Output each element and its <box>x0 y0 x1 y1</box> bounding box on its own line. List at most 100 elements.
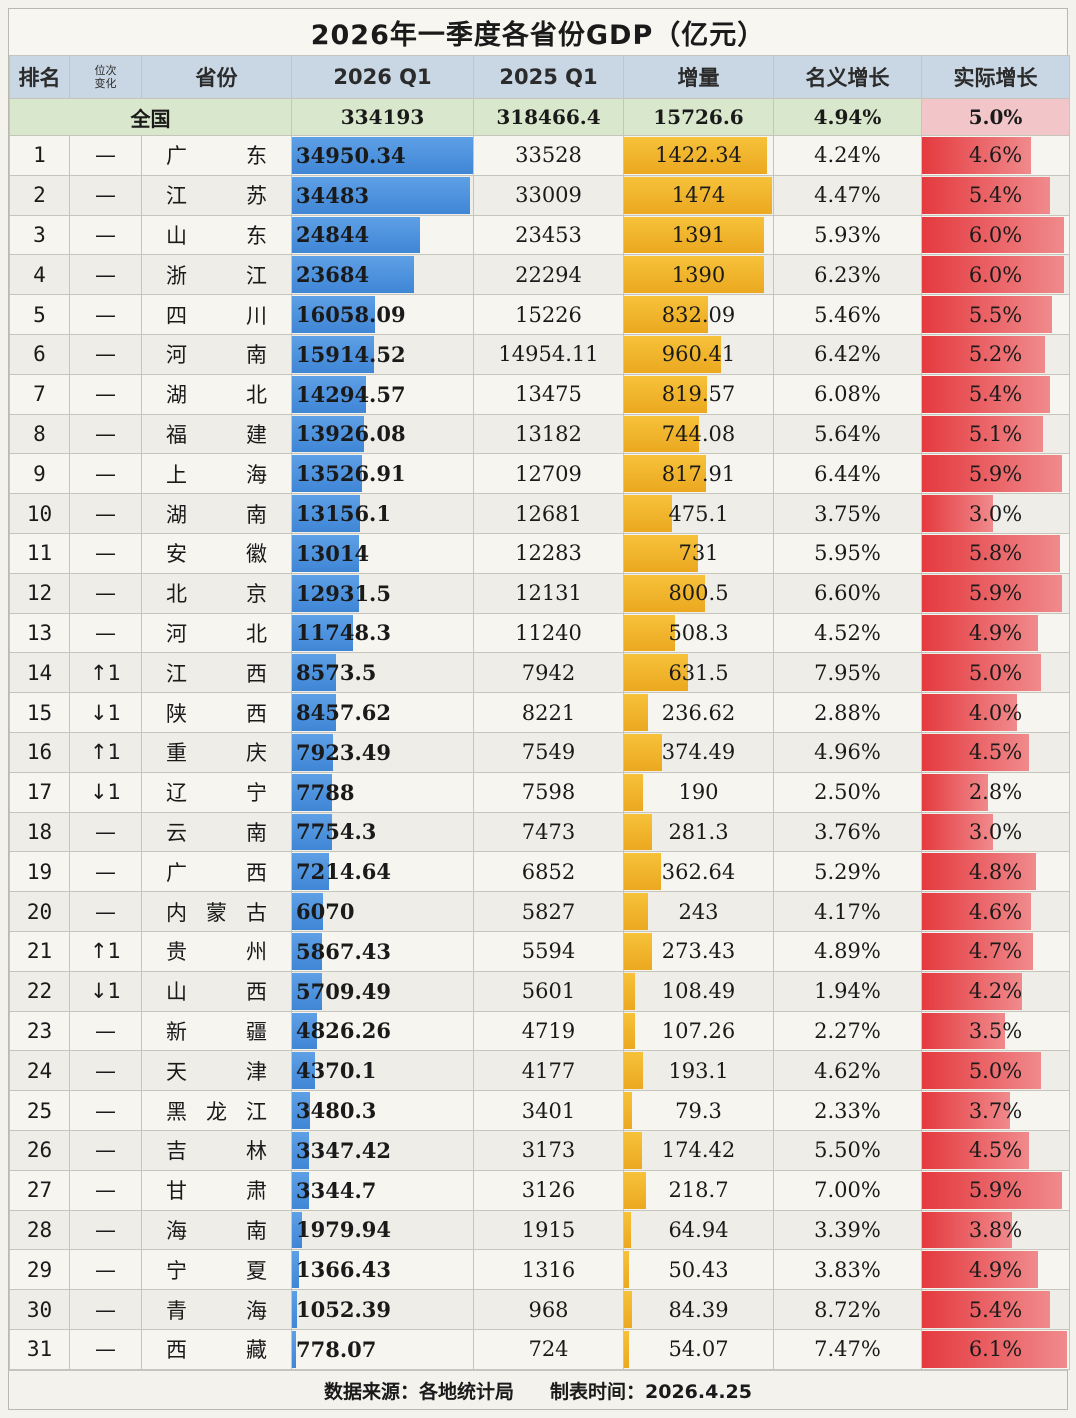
gdp-2026-cell-bar <box>292 694 336 731</box>
nominal-growth-cell: 6.60% <box>773 572 922 614</box>
real-growth-cell-value: 4.6% <box>968 899 1023 924</box>
province-cell: 湖南 <box>141 493 292 534</box>
real-growth-cell-value: 4.2% <box>968 979 1023 1004</box>
real-growth-cell-bar <box>922 176 1051 214</box>
real-growth-cell: 6.0% <box>921 254 1070 296</box>
rank-cell: 13 <box>9 612 70 654</box>
table-row: 25— 黑龙江 3480.3 3401 79.3 2.33% 3.7% <box>9 1090 1070 1131</box>
gdp-2026-cell-bar <box>292 495 361 532</box>
rank-cell: 1 <box>9 135 70 176</box>
gdp-2025-cell: 12131 <box>473 572 624 614</box>
increase-cell: 800.5 <box>623 572 774 614</box>
gdp-2025-cell: 3126 <box>473 1169 624 1211</box>
province-cell: 青海 <box>141 1289 292 1330</box>
table-row: 21 ↑1 贵州 5867.43 5594 273.43 4.89% 4.7% <box>9 930 1070 972</box>
increase-cell-value: 218.7 <box>668 1178 729 1203</box>
real-growth-cell-bar <box>922 574 1062 612</box>
real-growth-cell-bar <box>922 1330 1067 1368</box>
increase-cell-value: 84.39 <box>668 1297 729 1322</box>
real-growth-cell: 4.9% <box>921 1249 1070 1291</box>
header-change-label: 位次变化 <box>94 64 117 90</box>
gdp-2025-cell: 724 <box>473 1328 624 1370</box>
table-row: 24— 天津 4370.1 4177 193.1 4.62% 5.0% <box>9 1050 1070 1092</box>
rank-cell: 4 <box>9 254 70 296</box>
increase-cell-value: 79.3 <box>675 1098 722 1123</box>
nominal-growth-cell: 4.96% <box>773 731 922 773</box>
rank-cell: 2 <box>9 174 70 216</box>
province-cell: 云南 <box>141 811 292 853</box>
gdp-2026-cell-bar <box>292 256 415 294</box>
national-nominal-growth: 4.94% <box>773 98 922 136</box>
province-cell: 广东 <box>141 135 292 176</box>
rank-change-cell: — <box>69 1328 142 1370</box>
gdp-2026-cell: 13014 <box>291 532 474 574</box>
rank-change-cell: — <box>69 851 142 893</box>
real-growth-cell-value: 4.7% <box>968 939 1023 964</box>
table-row: 16 ↑1 重庆 7923.49 7549 374.49 4.96% 4.5% <box>9 731 1070 773</box>
real-growth-cell-value: 5.8% <box>968 541 1023 566</box>
real-growth-cell: 5.4% <box>921 174 1070 216</box>
gdp-2025-cell: 15226 <box>473 294 624 335</box>
rank-cell: 3 <box>9 214 70 256</box>
province-cell: 西藏 <box>141 1328 292 1370</box>
rank-cell: 31 <box>9 1328 70 1370</box>
province-cell: 北京 <box>141 572 292 614</box>
rank-change-cell: — <box>69 811 142 853</box>
nominal-growth-cell: 6.08% <box>773 373 922 415</box>
increase-cell-value: 1391 <box>671 222 726 247</box>
gdp-2026-cell-bar <box>292 455 362 493</box>
province-rows: 1— 广东 34950.34 33528 1422.34 4.24% 4.6% 2— 江苏 344… <box>9 135 1070 1370</box>
gdp-2026-cell-value: 8573.5 <box>296 660 377 686</box>
increase-cell-value: 819.57 <box>661 382 736 407</box>
gdp-2025-cell: 12681 <box>473 493 624 534</box>
real-growth-cell: 6.1% <box>921 1328 1070 1370</box>
national-row: 全国 334193 318466.4 15726.6 4.94% 5.0% <box>9 98 1070 136</box>
real-growth-cell-bar <box>922 733 1029 771</box>
rank-change-cell: — <box>69 373 142 415</box>
nominal-growth-cell: 3.39% <box>773 1209 922 1251</box>
gdp-2026-cell: 24844 <box>291 214 474 256</box>
rank-change-cell: ↓1 <box>69 970 142 1012</box>
header-rank: 排名 <box>9 55 70 99</box>
gdp-2026-cell: 11748.3 <box>291 612 474 654</box>
rank-change-cell: — <box>69 294 142 335</box>
gdp-2025-cell: 11240 <box>473 612 624 654</box>
table-row: 7— 湖北 14294.57 13475 819.57 6.08% 5.4% <box>9 373 1070 415</box>
rank-change-cell: — <box>69 891 142 932</box>
rank-change-cell: — <box>69 572 142 614</box>
table-row: 19— 广西 7214.64 6852 362.64 5.29% 4.8% <box>9 851 1070 893</box>
gdp-2026-cell-value: 34950.34 <box>296 142 406 168</box>
nominal-growth-cell: 6.23% <box>773 254 922 296</box>
province-cell: 广西 <box>141 851 292 893</box>
gdp-2026-cell: 3344.7 <box>291 1169 474 1211</box>
increase-cell-value: 374.49 <box>661 740 736 765</box>
real-growth-cell-value: 5.2% <box>968 342 1023 367</box>
real-growth-cell-value: 5.1% <box>968 421 1023 446</box>
gdp-2026-cell: 8573.5 <box>291 652 474 694</box>
nominal-growth-cell: 2.50% <box>773 771 922 813</box>
increase-cell-value: 64.94 <box>668 1217 729 1242</box>
gdp-2025-cell: 5594 <box>473 930 624 972</box>
table-title: 2026年一季度各省份GDP（亿元） <box>9 9 1067 55</box>
rank-cell: 12 <box>9 572 70 614</box>
nominal-growth-cell: 5.29% <box>773 851 922 893</box>
province-cell: 海南 <box>141 1209 292 1251</box>
gdp-2026-cell: 8457.62 <box>291 692 474 733</box>
gdp-2026-cell-bar <box>292 853 330 891</box>
header-row: 排名 位次变化 省份 2026 Q1 2025 Q1 增量 名义增长 实际增长 <box>9 55 1070 99</box>
nominal-growth-cell: 4.47% <box>773 174 922 216</box>
nominal-growth-cell: 3.75% <box>773 493 922 534</box>
table-row: 18— 云南 7754.3 7473 281.3 3.76% 3.0% <box>9 811 1070 853</box>
rank-cell: 18 <box>9 811 70 853</box>
header-nominal-growth: 名义增长 <box>773 55 922 99</box>
gdp-2026-cell-value: 13926.08 <box>296 421 406 447</box>
rank-cell: 8 <box>9 413 70 455</box>
table-footer: 数据来源：各地统计局 制表时间：2026.4.25 <box>9 1370 1067 1409</box>
real-growth-cell-bar <box>922 296 1053 333</box>
gdp-2026-cell-value: 1052.39 <box>296 1297 391 1322</box>
gdp-2026-cell-bar <box>292 1211 303 1249</box>
header-gdp-2026: 2026 Q1 <box>291 55 474 99</box>
increase-cell-value: 1474 <box>671 183 726 208</box>
real-growth-cell-bar <box>922 1131 1029 1169</box>
increase-cell-bar <box>624 893 649 930</box>
